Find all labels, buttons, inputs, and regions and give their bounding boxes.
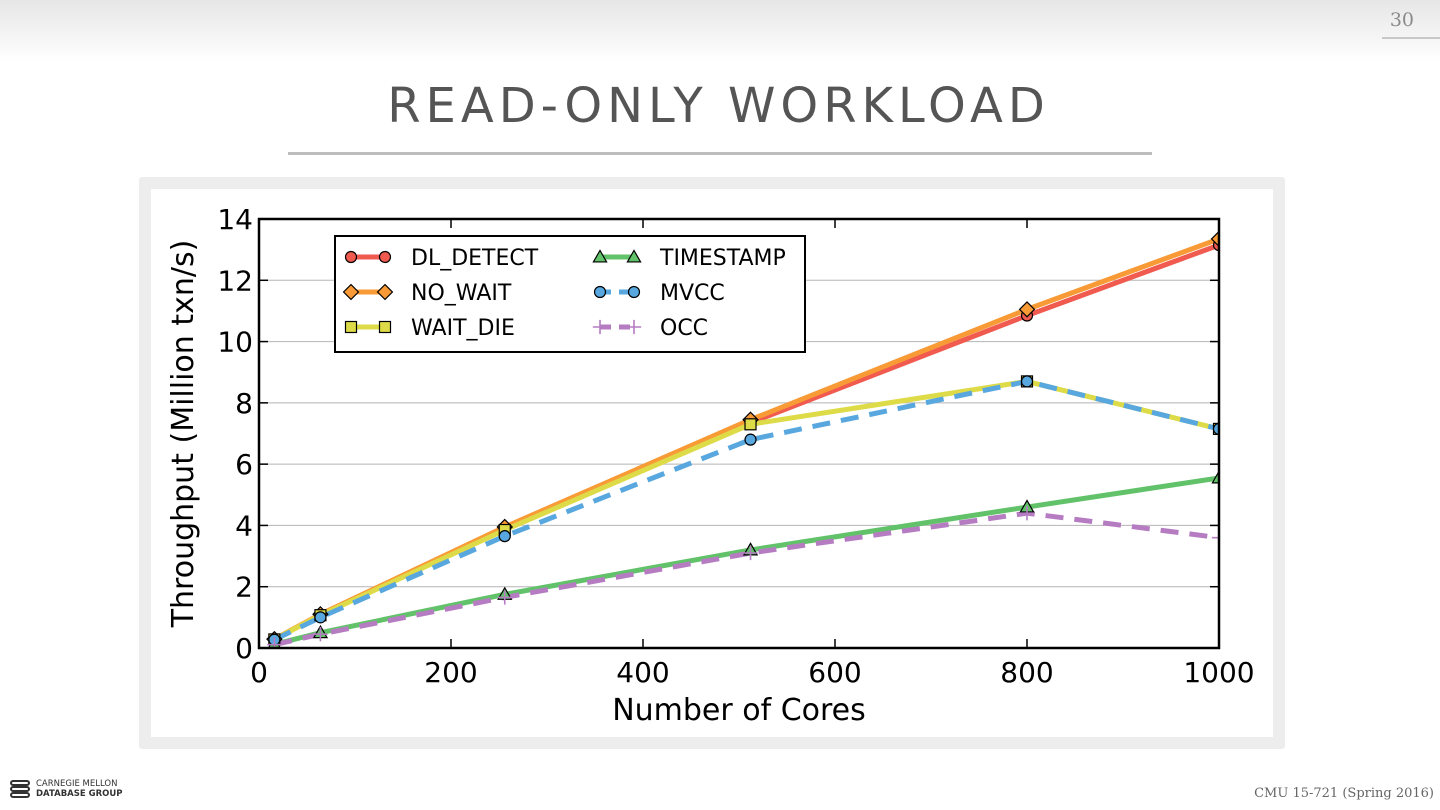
data-point-mvcc — [1212, 422, 1219, 436]
x-tick-label: 200 — [424, 656, 477, 689]
legend-marker — [344, 250, 358, 264]
series-line-timestamp — [273, 475, 1219, 647]
legend-marker — [626, 319, 642, 335]
legend-marker — [376, 283, 394, 301]
course-footer: CMU 15-721 (Spring 2016) — [1254, 786, 1434, 801]
x-tick-label: 0 — [250, 656, 268, 689]
y-tick-label: 4 — [235, 509, 253, 542]
x-axis-label: Number of Cores — [612, 693, 866, 728]
y-tick-label: 10 — [217, 326, 253, 359]
y-tick-label: 8 — [235, 387, 253, 420]
throughput-chart: 0 2 4 6 8 10 12 14 0 200 400 600 800 1000 Number of Co… — [166, 203, 1255, 728]
legend-label: MVCC — [660, 281, 725, 306]
legend-label: OCC — [660, 316, 708, 341]
header-band — [0, 0, 1440, 62]
y-axis-label: Throughput (Million txn/s) — [166, 240, 201, 629]
logo-mark-icon — [10, 780, 30, 798]
data-point-mvcc — [498, 530, 511, 543]
legend-marker — [592, 249, 608, 263]
data-point-occ — [1211, 530, 1219, 545]
data-point-mvcc — [1020, 375, 1034, 388]
page-number-rule — [1382, 37, 1440, 39]
data-point-mvcc — [744, 433, 757, 446]
legend-label: TIMESTAMP — [659, 246, 786, 271]
data-point-occ — [743, 545, 758, 561]
legend-entry-mvcc: MVCC — [593, 281, 725, 306]
legend-marker — [378, 320, 392, 334]
legend-label: WAIT_DIE — [411, 316, 515, 341]
x-tick-label: 800 — [1000, 656, 1053, 689]
logo-line-2: DATABASE GROUP — [36, 789, 123, 799]
x-tick-label: 600 — [808, 656, 861, 689]
legend-box — [334, 235, 806, 353]
y-tick-label: 12 — [217, 264, 253, 297]
title-rule — [288, 152, 1152, 155]
legend-label: NO_WAIT — [411, 281, 512, 306]
logo-line-1: CARNEGIE MELLON — [36, 779, 118, 789]
legend-label: DL_DETECT — [411, 246, 539, 271]
data-point-occ — [1019, 506, 1035, 521]
y-tick-label: 2 — [235, 571, 253, 604]
data-point-mvcc — [314, 611, 327, 624]
data-point-no-wait — [1210, 230, 1219, 248]
data-point-occ — [497, 590, 512, 605]
data-point-timestamp — [1211, 470, 1219, 484]
data-point-occ — [267, 637, 282, 648]
y-tick-label: 6 — [235, 448, 253, 481]
data-point-occ — [313, 627, 328, 642]
legend-entry-dl-detect: DL_DETECT — [344, 246, 539, 271]
data-point-wait-die — [744, 418, 757, 431]
plot-border — [257, 217, 1221, 650]
y-tick-label: 14 — [217, 203, 253, 236]
y-tick-label: 0 — [235, 632, 253, 665]
legend-marker — [378, 250, 392, 264]
legend-entry-wait-die: WAIT_DIE — [344, 316, 515, 341]
x-tick-label: 400 — [616, 656, 669, 689]
legend-marker — [342, 283, 360, 301]
legend-entry-timestamp: TIMESTAMP — [592, 246, 786, 271]
cmu-db-logo: CARNEGIE MELLON DATABASE GROUP — [10, 779, 123, 799]
plot-area — [266, 230, 1219, 648]
legend-marker — [344, 320, 358, 334]
legend-marker — [592, 319, 608, 335]
legend-entry-occ: OCC — [592, 316, 708, 341]
chart-panel: 0 2 4 6 8 10 12 14 0 200 400 600 800 1000 Number of Co… — [151, 189, 1273, 737]
x-tick-label: 1000 — [1183, 656, 1254, 689]
slide-title: READ-ONLY WORKLOAD — [387, 78, 1050, 134]
series-line-occ — [273, 510, 1219, 648]
legend-marker — [593, 285, 607, 299]
page-number: 30 — [1389, 9, 1414, 31]
legend-marker — [626, 249, 642, 263]
legend-entry-no-wait: NO_WAIT — [342, 281, 512, 306]
legend-marker — [627, 285, 641, 299]
series-line-mvcc — [273, 378, 1219, 642]
data-point-no-wait — [1018, 301, 1036, 318]
